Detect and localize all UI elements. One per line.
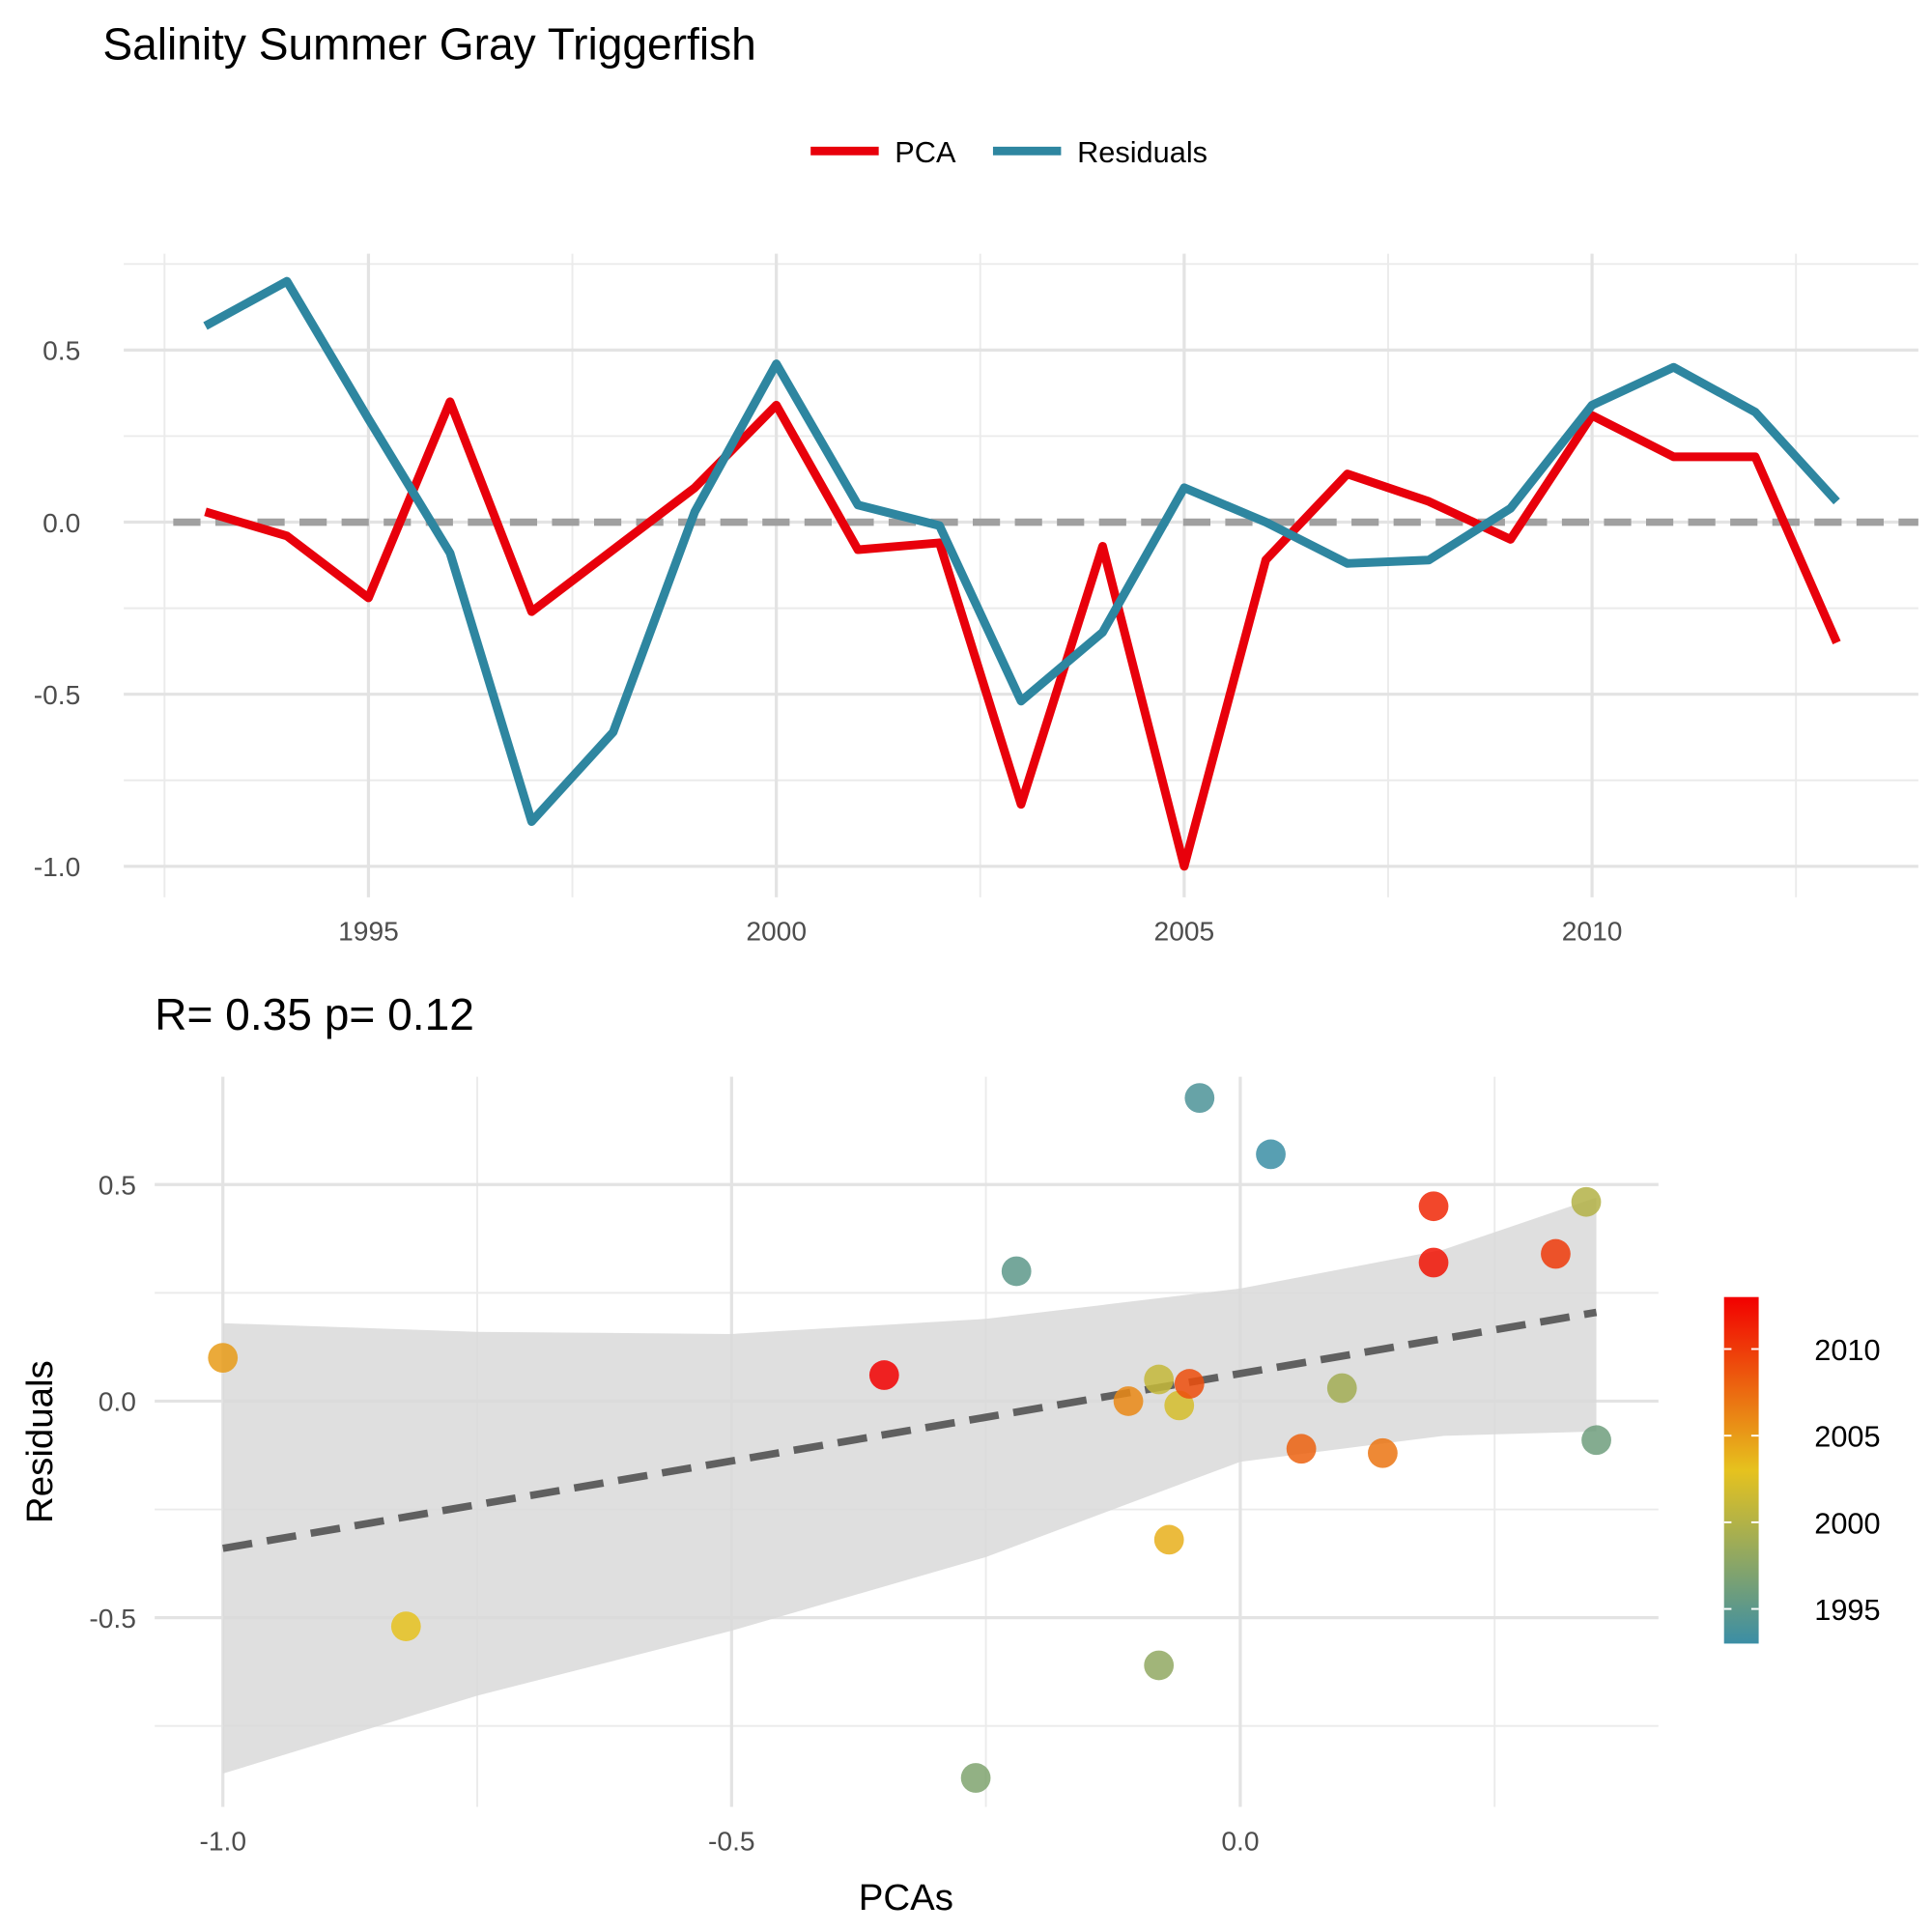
data-point	[1541, 1238, 1571, 1269]
plot-area: Salinity Summer Gray Triggerfish R= 0.35…	[19, 18, 1918, 1918]
fit-line	[222, 1308, 1598, 1552]
x-tick-label: 2000	[746, 916, 807, 947]
chart-title: Salinity Summer Gray Triggerfish	[102, 18, 755, 69]
y-axis-title: Residuals	[19, 1360, 61, 1523]
data-line	[203, 276, 1840, 826]
data-point	[1286, 1434, 1317, 1464]
colorbar-label: 1995	[1814, 1593, 1880, 1627]
x-tick-label: 2005	[1154, 916, 1215, 947]
x-tick-label: 0.0	[1221, 1825, 1259, 1856]
colorbar	[1723, 1296, 1759, 1644]
x-tick-label: 2010	[1562, 916, 1623, 947]
data-point	[1144, 1364, 1175, 1395]
y-tick-label: 0.0	[99, 1386, 136, 1417]
data-point	[208, 1343, 239, 1373]
data-point	[1581, 1425, 1611, 1456]
x-tick-label: -1.0	[199, 1825, 246, 1856]
y-tick-label: 0.0	[43, 507, 80, 538]
legend-label: Residuals	[1077, 135, 1208, 169]
data-point	[1001, 1256, 1032, 1287]
legend-label: PCA	[895, 135, 956, 169]
y-tick-label: -0.5	[89, 1603, 136, 1634]
x-tick-label: -0.5	[708, 1825, 755, 1856]
data-point	[1144, 1650, 1175, 1681]
data-point	[960, 1763, 991, 1793]
data-point	[1571, 1186, 1602, 1217]
x-axis-title: PCAs	[859, 1877, 953, 1918]
colorbar-label: 2000	[1814, 1506, 1880, 1540]
data-point	[1153, 1524, 1184, 1555]
data-point	[1256, 1139, 1286, 1170]
data-point	[1184, 1083, 1215, 1113]
data-point	[390, 1611, 421, 1641]
y-tick-label: -0.5	[34, 679, 81, 710]
y-tick-label: 0.5	[43, 335, 80, 366]
data-point	[1174, 1369, 1205, 1399]
data-line	[204, 397, 1841, 871]
data-point	[1418, 1247, 1449, 1278]
y-tick-label: -1.0	[34, 851, 81, 882]
data-point	[1368, 1437, 1398, 1468]
colorbar-label: 2005	[1814, 1420, 1880, 1454]
x-tick-label: 1995	[338, 916, 399, 947]
y-tick-label: 0.5	[99, 1170, 136, 1201]
colorbar-label: 2010	[1814, 1333, 1880, 1367]
data-point	[1113, 1386, 1144, 1416]
confidence-band	[222, 1197, 1597, 1775]
data-point	[1418, 1191, 1449, 1222]
data-point	[868, 1360, 899, 1390]
chart-subtitle: R= 0.35 p= 0.12	[155, 989, 474, 1039]
data-point	[1326, 1373, 1357, 1404]
